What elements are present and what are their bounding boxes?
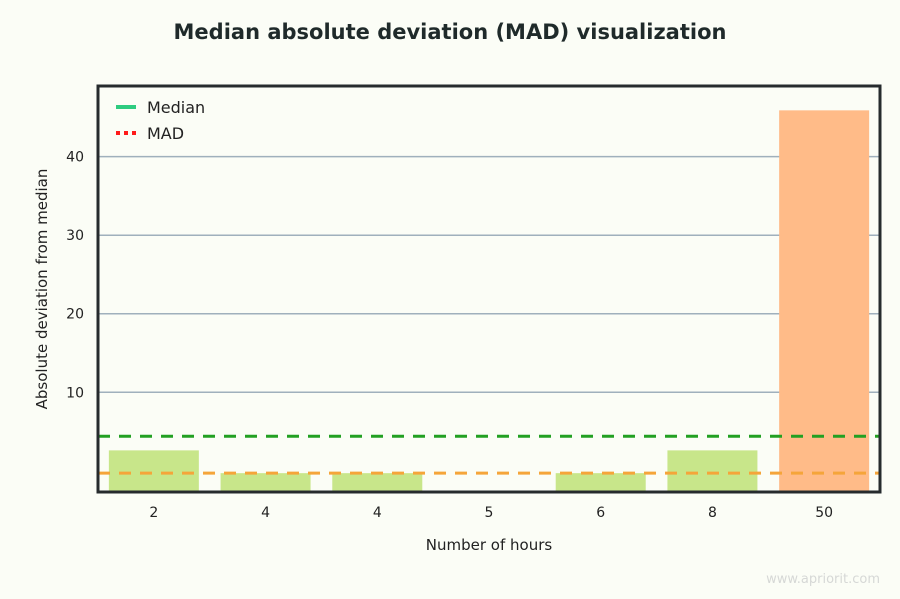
x-tick-label: 4	[261, 505, 270, 521]
bar	[667, 450, 758, 492]
x-axis-label: Number of hours	[426, 536, 553, 554]
y-tick-label: 10	[66, 385, 84, 401]
x-tick-label: 4	[373, 505, 382, 521]
y-tick-label: 40	[66, 150, 84, 166]
legend-label: Median	[147, 98, 205, 117]
x-tick-label: 8	[708, 505, 717, 521]
bar	[332, 473, 423, 492]
x-tick-label: 50	[815, 505, 833, 521]
x-tick-label: 6	[596, 505, 605, 521]
y-tick-label: 20	[66, 307, 84, 323]
y-axis-label: Absolute deviation from median	[33, 169, 51, 410]
y-tick-label: 30	[66, 228, 84, 244]
bar	[555, 473, 646, 492]
bar	[220, 473, 311, 492]
x-tick-label: 2	[149, 505, 158, 521]
legend-label: MAD	[147, 124, 184, 143]
plot-frame	[96, 84, 882, 494]
x-tick-label: 5	[485, 505, 494, 521]
bar	[108, 450, 199, 492]
watermark: www.apriorit.com	[766, 572, 880, 587]
chart-title: Median absolute deviation (MAD) visualiz…	[173, 20, 727, 44]
bar	[779, 110, 870, 492]
